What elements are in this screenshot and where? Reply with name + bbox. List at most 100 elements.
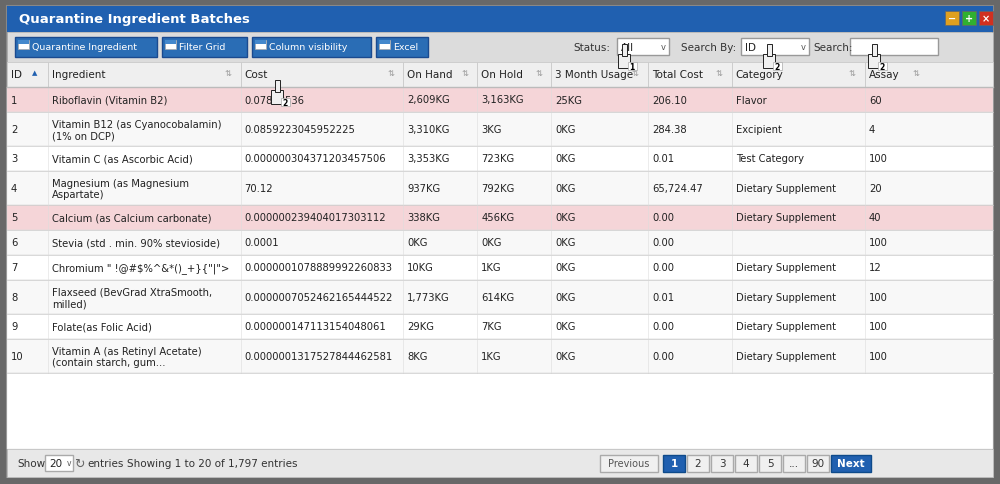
Text: Showing 1 to 20 of 1,797 entries: Showing 1 to 20 of 1,797 entries	[127, 458, 298, 468]
Text: 206.10: 206.10	[652, 95, 687, 106]
Bar	[759, 455, 781, 472]
Bar	[617, 39, 669, 56]
Text: ⇅: ⇅	[387, 68, 394, 77]
Bar	[872, 45, 877, 57]
Bar	[7, 7, 993, 33]
Bar	[281, 99, 290, 107]
Text: 1: 1	[11, 95, 17, 106]
Bar	[741, 39, 809, 56]
Text: Aspartate): Aspartate)	[52, 190, 105, 200]
Text: Excipient: Excipient	[736, 125, 782, 135]
Text: +: +	[965, 14, 973, 24]
Bar	[850, 39, 938, 56]
Text: ⇅: ⇅	[913, 68, 920, 77]
Text: Quarantine Ingredient: Quarantine Ingredient	[32, 44, 137, 52]
Bar	[763, 55, 775, 69]
Bar	[7, 113, 993, 147]
Text: 338KG: 338KG	[407, 213, 440, 223]
Text: 0.000000239404017303112: 0.000000239404017303112	[245, 213, 386, 223]
Bar	[7, 206, 993, 230]
Text: 20: 20	[869, 183, 881, 194]
Bar	[165, 41, 176, 45]
Text: Folate(as Folic Acid): Folate(as Folic Acid)	[52, 322, 152, 332]
Text: 0.0000001317527844462581: 0.0000001317527844462581	[245, 351, 393, 361]
Text: 0KG: 0KG	[555, 263, 576, 273]
Text: Filter Grid: Filter Grid	[179, 44, 225, 52]
Text: 284.38: 284.38	[652, 125, 687, 135]
Text: 0.0000007052462165444522: 0.0000007052462165444522	[245, 292, 393, 302]
Text: Magnesium (as Magnesium: Magnesium (as Magnesium	[52, 179, 189, 188]
Text: 1KG: 1KG	[481, 263, 502, 273]
Text: 2: 2	[282, 98, 287, 107]
Text: 7: 7	[11, 263, 17, 273]
Text: On Hand: On Hand	[407, 70, 453, 80]
Text: 65,724.47: 65,724.47	[652, 183, 703, 194]
Text: ID: ID	[11, 70, 22, 80]
Text: All: All	[621, 43, 634, 53]
Text: 100: 100	[869, 238, 888, 248]
Bar	[622, 45, 627, 57]
Text: 2: 2	[774, 62, 780, 71]
Text: Riboflavin (Vitamin B2): Riboflavin (Vitamin B2)	[52, 95, 168, 106]
Text: 0KG: 0KG	[555, 238, 576, 248]
Text: 10: 10	[11, 351, 24, 361]
Text: (contain starch, gum...: (contain starch, gum...	[52, 357, 166, 367]
Text: ⇅: ⇅	[632, 68, 639, 77]
Bar	[162, 38, 247, 58]
Bar	[783, 455, 805, 472]
Text: ⇅: ⇅	[461, 68, 468, 77]
Bar	[376, 38, 428, 58]
Text: 100: 100	[869, 351, 888, 361]
Bar	[711, 455, 733, 472]
Text: On Hold: On Hold	[481, 70, 523, 80]
Text: 0.0001: 0.0001	[245, 238, 279, 248]
Text: Total Cost: Total Cost	[652, 70, 703, 80]
Text: Search:: Search:	[813, 43, 852, 53]
Bar	[735, 455, 757, 472]
Text: −: −	[948, 14, 956, 24]
Bar	[7, 373, 993, 449]
Bar	[773, 63, 782, 71]
Text: 100: 100	[869, 292, 888, 302]
Text: Assay: Assay	[869, 70, 899, 80]
Text: (1% on DCP): (1% on DCP)	[52, 131, 115, 141]
Text: 0KG: 0KG	[555, 292, 576, 302]
Text: 4: 4	[743, 458, 749, 468]
Text: ⇅: ⇅	[716, 68, 723, 77]
Text: 5: 5	[11, 213, 17, 223]
Text: Quarantine Ingredient Batches: Quarantine Ingredient Batches	[19, 14, 250, 27]
Text: 1KG: 1KG	[481, 351, 502, 361]
Bar	[618, 55, 630, 69]
Text: 723KG: 723KG	[481, 154, 515, 164]
Text: ID: ID	[745, 43, 756, 53]
Text: 70.12: 70.12	[245, 183, 273, 194]
Text: 7KG: 7KG	[481, 322, 502, 332]
Text: 456KG: 456KG	[481, 213, 515, 223]
Text: Search By:: Search By:	[681, 43, 736, 53]
Text: 0KG: 0KG	[555, 154, 576, 164]
Text: 25KG: 25KG	[555, 95, 582, 106]
Bar	[945, 12, 959, 26]
Bar	[7, 147, 993, 172]
Text: Dietary Supplement: Dietary Supplement	[736, 351, 836, 361]
Bar	[767, 45, 772, 57]
Bar	[7, 33, 993, 63]
Text: 0KG: 0KG	[407, 238, 428, 248]
Bar	[252, 38, 371, 58]
Text: 0.01: 0.01	[652, 154, 674, 164]
Text: Flaxseed (BevGrad XtraSmooth,: Flaxseed (BevGrad XtraSmooth,	[52, 287, 213, 297]
Text: v: v	[661, 44, 666, 52]
Text: 0.000000304371203457506: 0.000000304371203457506	[245, 154, 386, 164]
Text: Test Category: Test Category	[736, 154, 804, 164]
Text: 20: 20	[49, 458, 62, 468]
Text: 0.0859223045952225: 0.0859223045952225	[245, 125, 356, 135]
Text: 6: 6	[11, 238, 17, 248]
Text: Calcium (as Calcium carbonate): Calcium (as Calcium carbonate)	[52, 213, 212, 223]
Bar	[628, 63, 637, 71]
Text: 0.07898536: 0.07898536	[245, 95, 305, 106]
Text: 29KG: 29KG	[407, 322, 434, 332]
Text: 100: 100	[869, 154, 888, 164]
Text: 1: 1	[670, 458, 678, 468]
Bar	[807, 455, 829, 472]
Bar	[7, 63, 993, 88]
